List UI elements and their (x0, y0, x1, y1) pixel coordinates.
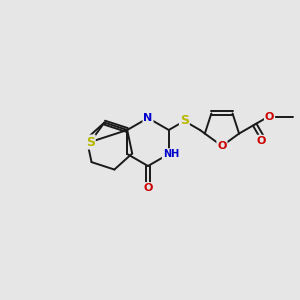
Text: S: S (86, 136, 95, 148)
Text: O: O (217, 141, 226, 151)
Text: N: N (143, 113, 153, 123)
Text: O: O (143, 183, 153, 193)
Text: S: S (180, 115, 189, 128)
Text: O: O (257, 136, 266, 146)
Text: NH: NH (163, 149, 179, 159)
Text: O: O (265, 112, 274, 122)
